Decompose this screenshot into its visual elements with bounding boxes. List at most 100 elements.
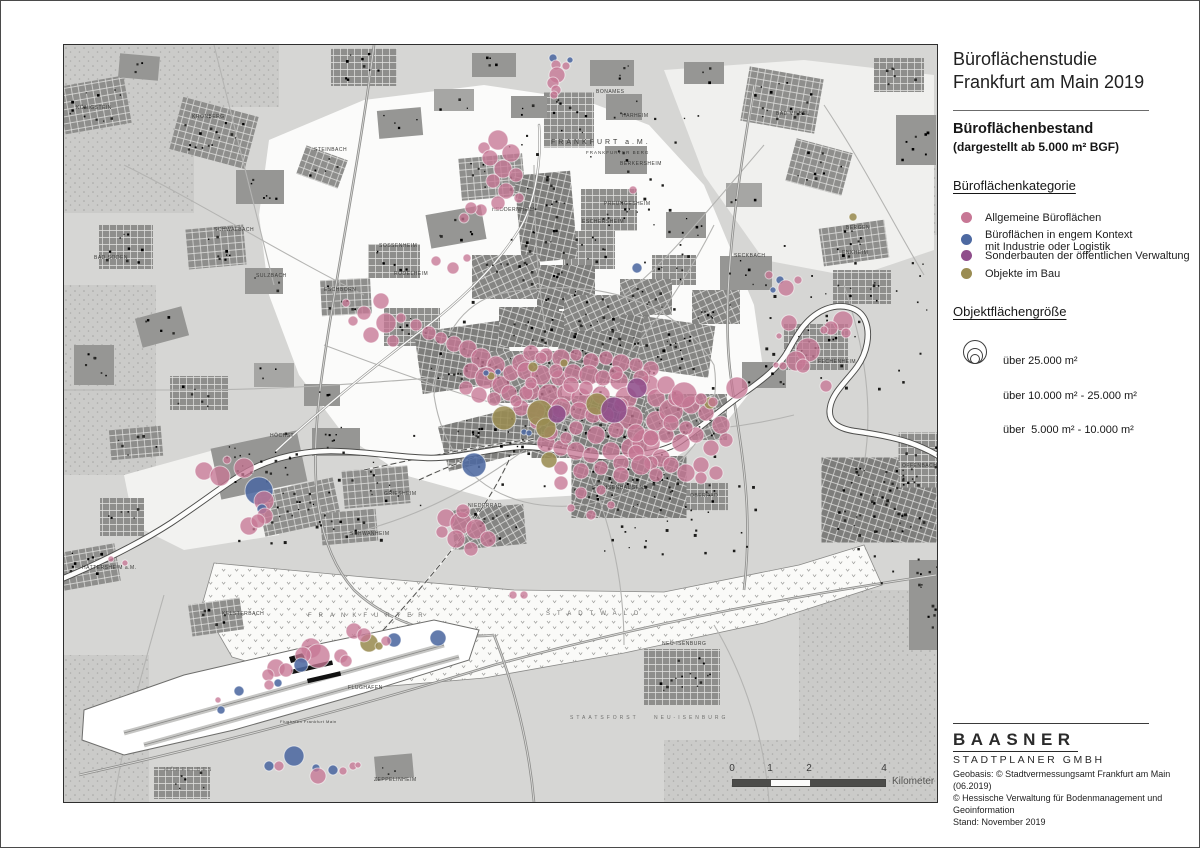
- urban-area: [740, 66, 824, 134]
- urban-area: [726, 183, 762, 207]
- office-object-a: [678, 420, 694, 436]
- urban-area: [169, 96, 259, 170]
- office-object-a: [718, 432, 734, 448]
- map-label: ESCHERSHEIM: [582, 219, 624, 225]
- office-object-b: [374, 641, 384, 651]
- map-label: BERGEN: [846, 225, 870, 231]
- office-object-a: [534, 351, 548, 365]
- legend-item-label: Büroflächen in engem Kontext mit Industr…: [985, 229, 1132, 253]
- office-object-a: [341, 298, 351, 308]
- office-object-a: [339, 654, 353, 668]
- firm-logo: BAASNER STADTPLANER GMBH: [953, 730, 1105, 766]
- map-label: HEDDERNHEIM: [492, 207, 535, 213]
- urban-area: [185, 224, 247, 270]
- office-object-a: [601, 441, 621, 461]
- urban-area: [590, 60, 634, 86]
- urban-area: [606, 94, 642, 120]
- office-object-markers: [107, 53, 858, 785]
- map-label: BAD SODEN: [94, 255, 128, 261]
- office-object-a: [775, 332, 783, 340]
- office-object-b: [491, 405, 517, 431]
- office-object-a: [222, 455, 232, 465]
- scalebar-segment: [810, 780, 885, 786]
- office-object-a: [694, 392, 708, 406]
- office-object-i: [429, 629, 447, 647]
- urban-area: [544, 92, 594, 148]
- map-label: SECKBACH: [734, 253, 766, 259]
- map-frame: KÖNIGSTEIN KRONBERG STEINBACH SCHWALBACH BAD…: [63, 44, 938, 803]
- map-label: HATTERSHEIM a.M.: [82, 565, 137, 571]
- office-object-a: [725, 376, 749, 400]
- urban-area: [785, 138, 853, 196]
- office-object-a: [662, 414, 680, 432]
- office-object-a: [795, 358, 811, 374]
- map-credits: Geobasis: © Stadtvermessungsamt Frankfur…: [953, 768, 1193, 828]
- office-object-a: [607, 421, 625, 439]
- scalebar-bar: [732, 779, 886, 787]
- office-object-a: [595, 484, 607, 496]
- office-object-a: [646, 388, 666, 408]
- office-object-a: [465, 518, 487, 540]
- office-object-a: [692, 456, 710, 474]
- office-object-a: [455, 503, 471, 519]
- office-object-a: [372, 292, 390, 310]
- map-label: FRANKFURT a.M.: [551, 139, 651, 146]
- urban-area: [304, 384, 340, 406]
- office-object-a: [490, 195, 506, 211]
- firm-name: BAASNER: [953, 730, 1078, 752]
- map-label: OBERRAD: [690, 493, 718, 499]
- office-object-i: [327, 764, 339, 776]
- map-label: STAATSFORST: [570, 715, 639, 721]
- office-object-a: [648, 467, 664, 483]
- map-title: Büroflächenstudie Frankfurt am Main 2019: [953, 48, 1144, 94]
- size-labels: über 25.000 m² über 10.000 m² - 25.000 m…: [1003, 333, 1137, 460]
- urban-area: [254, 363, 294, 387]
- office-object-i: [461, 452, 487, 478]
- urban-area: [374, 753, 414, 781]
- office-object-b: [540, 451, 558, 469]
- office-object-a: [446, 529, 466, 549]
- scalebar-segment: [771, 780, 810, 786]
- office-object-a: [764, 270, 774, 280]
- credit-line: Stand: November 2019: [953, 817, 1046, 827]
- office-object-a: [250, 513, 266, 529]
- office-object-a: [485, 173, 501, 189]
- office-object-i: [293, 657, 309, 673]
- urban-area: [896, 115, 936, 165]
- office-object-a: [273, 760, 285, 772]
- office-object-a: [559, 431, 573, 445]
- office-object-a: [435, 525, 449, 539]
- office-object-a: [463, 541, 479, 557]
- map-label: Flughafen Frankfurt Main: [280, 719, 337, 724]
- office-object-a: [458, 380, 474, 396]
- urban-area: [684, 62, 724, 84]
- office-object-s: [626, 377, 648, 399]
- map-label: BONAMES: [596, 89, 625, 95]
- map-label: FLUGHAFEN: [348, 685, 383, 691]
- map-label: KELSTERBACH: [222, 611, 264, 617]
- office-object-b: [848, 212, 858, 222]
- office-object-a: [446, 261, 460, 275]
- office-object-a: [630, 454, 652, 476]
- office-object-a: [553, 475, 569, 491]
- map-label: OFFENBACH: [902, 463, 937, 469]
- map-label: SCHWALBACH: [214, 227, 254, 233]
- office-object-a: [670, 381, 698, 409]
- legend-category-heading: Büroflächenkategorie: [953, 178, 1076, 193]
- office-object-a: [628, 185, 638, 195]
- size-label: über 10.000 m² - 25.000 m²: [1003, 389, 1137, 402]
- office-object-a: [593, 460, 609, 476]
- map-label: HARHEIM: [622, 113, 649, 119]
- office-object-b: [535, 417, 557, 439]
- office-object-a: [356, 305, 372, 321]
- office-object-a: [481, 149, 499, 167]
- urban-area: [134, 306, 190, 348]
- office-object-a: [793, 275, 803, 285]
- scalebar-tick: 4: [881, 763, 887, 774]
- office-object-a: [642, 429, 660, 447]
- category-dot-bau: [961, 268, 972, 279]
- office-object-a: [778, 361, 788, 371]
- map-label: NIEDERRAD: [468, 503, 502, 509]
- map-label: HÖCHST: [270, 432, 294, 439]
- urban-area: [564, 295, 620, 331]
